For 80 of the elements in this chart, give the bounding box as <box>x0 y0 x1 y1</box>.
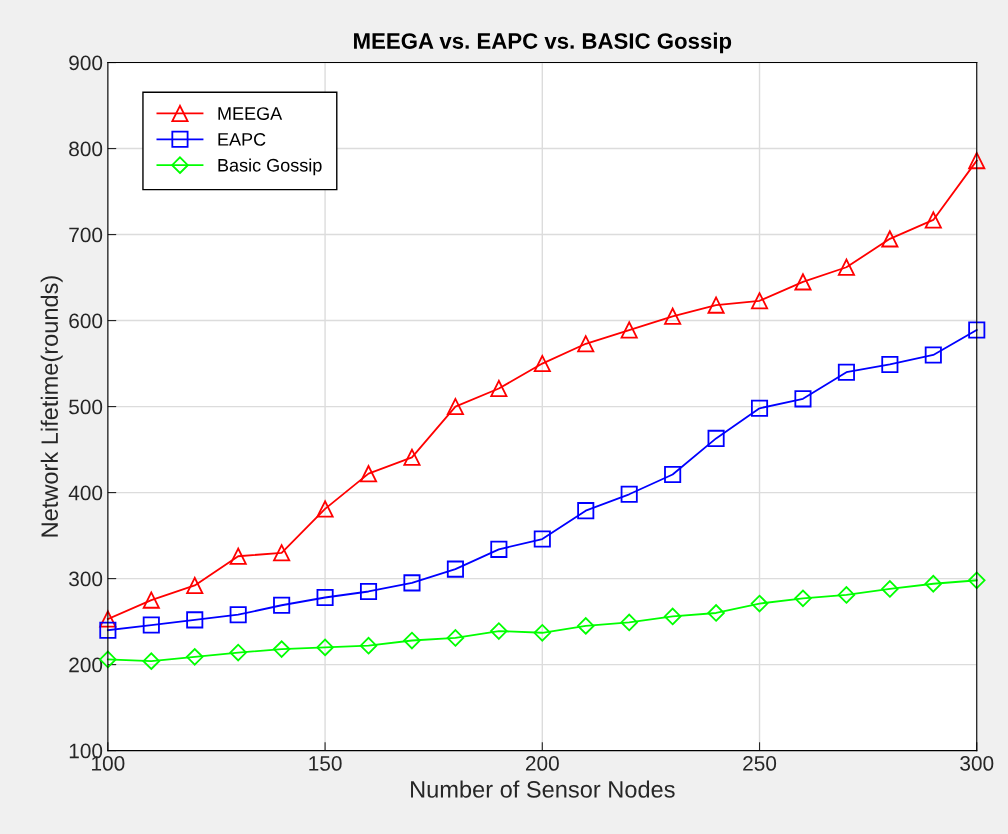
legend-label: MEEGA <box>218 107 283 120</box>
point <box>750 399 769 417</box>
point <box>576 617 595 635</box>
point <box>229 606 247 624</box>
point <box>577 502 595 520</box>
point <box>186 576 204 595</box>
point <box>533 624 552 642</box>
point <box>403 631 421 650</box>
point <box>577 335 595 353</box>
y-tick-label: 700 <box>69 227 103 243</box>
point <box>99 610 117 628</box>
point <box>664 465 682 484</box>
point <box>620 613 638 632</box>
point <box>359 636 378 655</box>
point <box>620 485 638 503</box>
point <box>750 292 769 310</box>
y-tick-label: 300 <box>69 571 103 587</box>
point <box>707 429 725 447</box>
point <box>229 547 247 565</box>
x-tick-label: 250 <box>743 756 777 771</box>
point <box>273 596 291 614</box>
point <box>446 560 464 578</box>
point <box>490 379 508 398</box>
point <box>142 652 161 670</box>
x-axis-title: Number of Sensor Nodes <box>411 780 675 798</box>
point <box>142 616 160 634</box>
y-tick-label: 900 <box>69 55 103 71</box>
y-tick-label: 800 <box>69 141 103 157</box>
point <box>316 588 334 607</box>
point <box>924 574 943 593</box>
point <box>446 398 464 416</box>
point <box>881 230 899 248</box>
point <box>533 355 551 373</box>
point <box>837 258 855 276</box>
x-tick-label: 200 <box>525 756 559 771</box>
y-axis-title: Network Lifetime(rounds) <box>40 276 63 537</box>
point <box>794 273 812 291</box>
point <box>316 500 334 518</box>
point <box>967 571 986 590</box>
point <box>924 346 942 364</box>
point <box>968 321 986 339</box>
point <box>142 591 160 609</box>
point <box>881 580 899 598</box>
point <box>664 307 682 325</box>
point <box>359 582 378 601</box>
chart-title: MEEGA vs. EAPC vs. BASIC Gossip <box>354 32 732 54</box>
point <box>620 321 638 339</box>
point <box>663 607 682 626</box>
point <box>533 530 551 548</box>
y-tick-label: 500 <box>69 399 103 415</box>
point <box>359 465 378 483</box>
y-tick-label: 200 <box>69 657 103 673</box>
point <box>273 544 291 562</box>
point <box>99 621 117 639</box>
point <box>837 363 855 381</box>
point <box>707 604 725 622</box>
point <box>185 648 204 666</box>
point <box>750 594 769 613</box>
legend-label: EAPC <box>218 133 266 146</box>
point <box>490 540 508 558</box>
point <box>881 355 899 373</box>
point <box>707 296 725 314</box>
x-tick-label: 150 <box>309 756 342 771</box>
y-tick-label: 600 <box>69 313 103 329</box>
point <box>837 586 856 604</box>
point <box>794 390 812 408</box>
point <box>186 611 204 629</box>
point <box>316 638 334 657</box>
point <box>403 448 421 466</box>
point <box>403 574 421 592</box>
point <box>968 152 986 170</box>
point <box>490 622 508 640</box>
point <box>272 640 291 658</box>
legend-label: Basic Gossip <box>218 158 322 176</box>
y-tick-label: 400 <box>68 485 103 501</box>
point <box>229 643 247 662</box>
x-tick-label: 300 <box>960 756 994 771</box>
point <box>924 211 942 229</box>
point <box>446 629 465 647</box>
point <box>794 589 812 608</box>
